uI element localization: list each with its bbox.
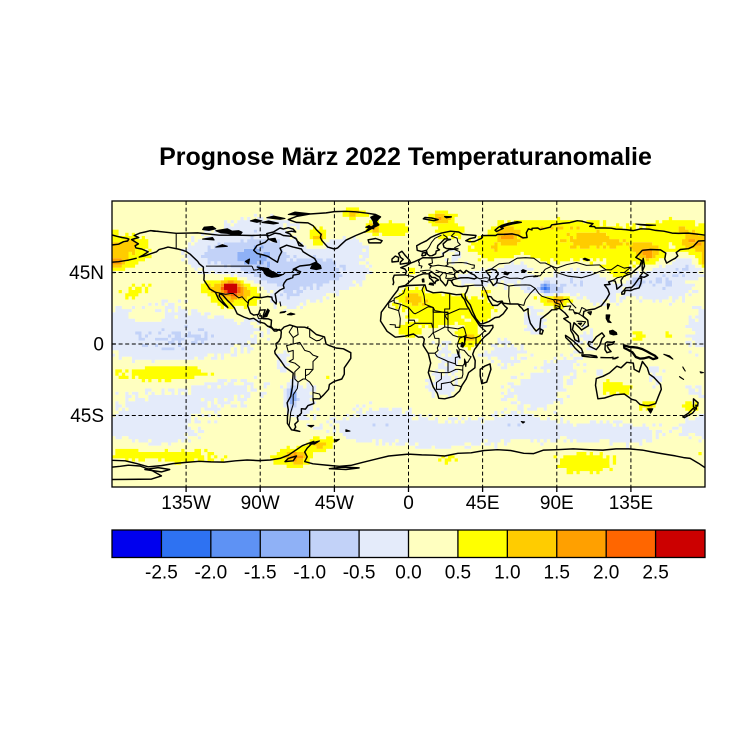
svg-text:45N: 45N <box>69 263 104 284</box>
svg-text:-2.0: -2.0 <box>194 563 227 584</box>
svg-text:-0.5: -0.5 <box>343 563 376 584</box>
svg-text:0: 0 <box>403 493 414 514</box>
svg-text:90E: 90E <box>540 493 574 514</box>
svg-text:45S: 45S <box>70 406 104 427</box>
svg-text:-1.5: -1.5 <box>244 563 277 584</box>
svg-text:45W: 45W <box>315 493 354 514</box>
svg-text:2.0: 2.0 <box>593 563 619 584</box>
svg-text:90W: 90W <box>241 493 280 514</box>
svg-text:0.5: 0.5 <box>445 563 471 584</box>
svg-text:Prognose März 2022 Temperatura: Prognose März 2022 Temperaturanomalie <box>159 143 652 171</box>
svg-text:-1.0: -1.0 <box>293 563 326 584</box>
svg-text:2.5: 2.5 <box>642 563 668 584</box>
svg-text:135W: 135W <box>161 493 211 514</box>
svg-text:1.5: 1.5 <box>544 563 570 584</box>
svg-text:0.0: 0.0 <box>395 563 421 584</box>
svg-text:0: 0 <box>93 335 104 356</box>
svg-text:45E: 45E <box>466 493 500 514</box>
svg-text:135E: 135E <box>609 493 653 514</box>
svg-text:1.0: 1.0 <box>494 563 520 584</box>
svg-text:-2.5: -2.5 <box>145 563 178 584</box>
